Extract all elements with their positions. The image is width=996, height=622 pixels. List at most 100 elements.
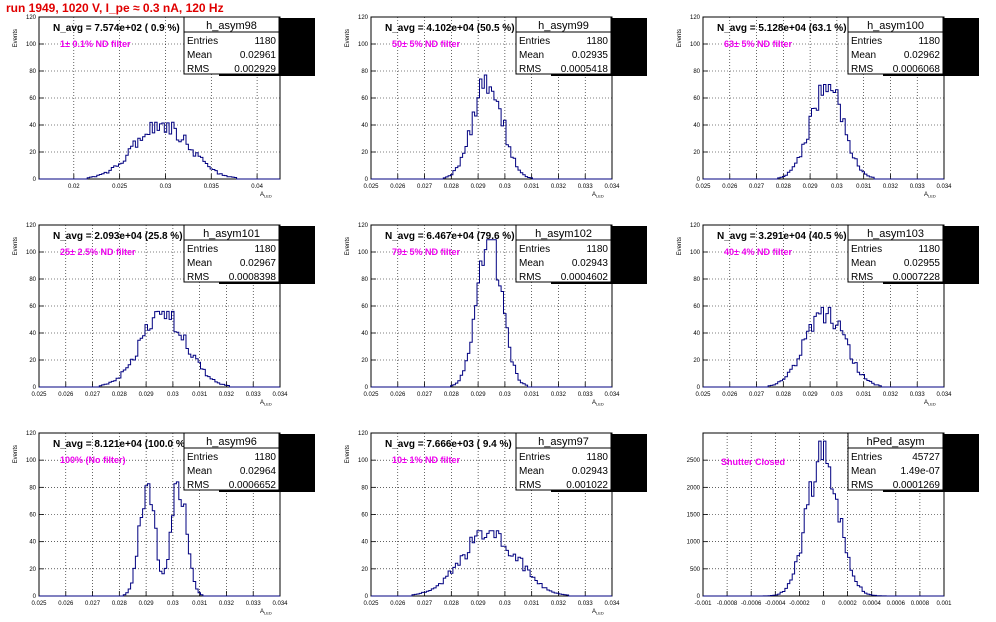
x-axis-title: ALED bbox=[592, 192, 604, 199]
x-tick-label: 0.025 bbox=[112, 184, 128, 190]
x-tick-label: 0.026 bbox=[58, 392, 74, 398]
stats-box bbox=[183, 432, 280, 491]
x-tick-label: 0.029 bbox=[139, 392, 155, 398]
x-tick-label: 0.032 bbox=[551, 184, 567, 190]
x-tick-label: 0.025 bbox=[31, 392, 47, 398]
x-tick-label: 0.033 bbox=[910, 184, 926, 190]
y-axis-title: Events bbox=[677, 29, 683, 47]
n-avg-label: N_avg = 5.128e+04 (63.1 %) bbox=[717, 23, 847, 34]
stats-title: h_asym98 bbox=[206, 20, 257, 32]
stats-label: Mean bbox=[851, 50, 876, 61]
x-tick-label: 0.0002 bbox=[838, 601, 857, 607]
stats-label: RMS bbox=[187, 64, 210, 75]
y-tick-label: 80 bbox=[29, 277, 36, 283]
x-axis-title: ALED bbox=[592, 609, 604, 616]
stats-label: RMS bbox=[187, 272, 210, 283]
y-axis-title: Events bbox=[345, 237, 351, 255]
y-tick-label: 60 bbox=[693, 304, 700, 310]
stats-value: 1180 bbox=[918, 36, 940, 47]
histogram-panel-h_asym98: 0.02 0.025 0.03 0.035 0.04 0 20 40 60 80 100 120 ALE… bbox=[13, 15, 315, 199]
stats-value: 0.02964 bbox=[240, 466, 277, 477]
filter-label: Shutter Closed bbox=[721, 457, 785, 467]
stats-label: Entries bbox=[187, 36, 218, 47]
x-tick-label: 0.03 bbox=[499, 601, 511, 607]
x-tick-label: 0.029 bbox=[139, 601, 155, 607]
x-tick-label: 0.027 bbox=[749, 184, 765, 190]
x-tick-label: 0.03 bbox=[160, 184, 172, 190]
stats-title: h_asym100 bbox=[867, 20, 924, 32]
x-tick-label: 0.025 bbox=[363, 601, 379, 607]
stats-label: Entries bbox=[851, 452, 882, 463]
x-tick-label: 0.001 bbox=[936, 601, 952, 607]
x-axis-title: ALED bbox=[592, 400, 604, 407]
histogram-panel-h_asym99: 0.025 0.026 0.027 0.028 0.029 0.03 0.031 0.032 0… bbox=[345, 15, 647, 199]
x-tick-label: 0.03 bbox=[167, 601, 179, 607]
x-tick-label: 0.032 bbox=[551, 392, 567, 398]
stats-title: h_asym97 bbox=[538, 436, 589, 448]
histogram-series bbox=[703, 306, 944, 388]
x-tick-label: 0.0004 bbox=[863, 601, 882, 607]
histogram-series bbox=[371, 530, 612, 597]
stats-value: 1180 bbox=[254, 244, 276, 255]
stats-label: Entries bbox=[519, 244, 550, 255]
stats-label: RMS bbox=[187, 480, 210, 491]
x-tick-label: 0.03 bbox=[167, 392, 179, 398]
x-tick-label: 0.032 bbox=[883, 392, 899, 398]
y-tick-label: 1000 bbox=[687, 540, 701, 546]
y-axis-title: Events bbox=[345, 29, 351, 47]
stats-box bbox=[847, 224, 944, 283]
filter-label: 10± 1% ND filter bbox=[392, 455, 460, 465]
y-tick-label: 20 bbox=[29, 358, 36, 364]
stats-label: RMS bbox=[851, 480, 874, 491]
x-tick-label: 0.0008 bbox=[911, 601, 930, 607]
stats-label: Entries bbox=[851, 36, 882, 47]
stats-label: Mean bbox=[519, 50, 544, 61]
y-tick-label: 120 bbox=[26, 223, 37, 229]
x-tick-label: 0.033 bbox=[910, 392, 926, 398]
x-tick-label: 0.032 bbox=[219, 392, 235, 398]
stats-label: Mean bbox=[519, 258, 544, 269]
y-tick-label: 20 bbox=[693, 150, 700, 156]
stats-value: 0.02962 bbox=[904, 50, 941, 61]
filter-label: 63± 5% ND filter bbox=[724, 39, 792, 49]
stats-value: 1180 bbox=[918, 244, 940, 255]
page-title: run 1949, 1020 V, I_pe ≈ 0.3 nA, 120 Hz bbox=[6, 1, 224, 15]
y-tick-label: 80 bbox=[29, 69, 36, 75]
x-tick-label: 0.03 bbox=[831, 392, 843, 398]
x-tick-label: -0.0004 bbox=[765, 601, 786, 607]
stats-label: RMS bbox=[851, 272, 874, 283]
x-tick-label: 0.032 bbox=[219, 601, 235, 607]
y-tick-label: 20 bbox=[693, 358, 700, 364]
histogram-panel-hPed_asym: -0.001 -0.0008 -0.0006 -0.0004 -0.0002 0 0.000… bbox=[687, 432, 979, 607]
stats-label: RMS bbox=[851, 64, 874, 75]
y-tick-label: 100 bbox=[358, 458, 369, 464]
x-tick-label: 0.04 bbox=[251, 184, 263, 190]
y-tick-label: 120 bbox=[358, 223, 369, 229]
stats-title: h_asym99 bbox=[538, 20, 589, 32]
x-tick-label: 0.031 bbox=[524, 601, 540, 607]
stats-label: Mean bbox=[851, 466, 876, 477]
stats-label: Entries bbox=[851, 244, 882, 255]
y-axis-title: Events bbox=[13, 29, 19, 47]
x-tick-label: 0.033 bbox=[578, 601, 594, 607]
x-tick-label: 0.03 bbox=[499, 392, 511, 398]
n-avg-label: N_avg = 6.467e+04 (79.6 %) bbox=[385, 231, 515, 242]
filter-label: 50± 5% ND filter bbox=[392, 39, 460, 49]
x-tick-label: 0.029 bbox=[803, 184, 819, 190]
x-tick-label: 0.03 bbox=[499, 184, 511, 190]
histogram-panel-h_asym101: 0.025 0.026 0.027 0.028 0.029 0.03 0.031 0.032 0… bbox=[13, 223, 315, 407]
stats-value: 0.02935 bbox=[572, 50, 609, 61]
stats-value: 1.49e-07 bbox=[901, 466, 941, 477]
n-avg-label: N_avg = 2.093e+04 (25.8 %) bbox=[53, 231, 183, 242]
y-tick-label: 0 bbox=[697, 177, 701, 183]
y-axis-title: Events bbox=[13, 237, 19, 255]
x-tick-label: 0.031 bbox=[524, 392, 540, 398]
y-tick-label: 80 bbox=[361, 277, 368, 283]
histogram-panel-h_asym96: 0.025 0.026 0.027 0.028 0.029 0.03 0.031 0.032 0… bbox=[13, 431, 315, 616]
stats-label: Mean bbox=[187, 258, 212, 269]
stats-label: Entries bbox=[519, 36, 550, 47]
y-tick-label: 80 bbox=[29, 485, 36, 491]
histogram-series bbox=[39, 310, 280, 388]
stats-label: RMS bbox=[519, 64, 542, 75]
y-tick-label: 100 bbox=[690, 250, 701, 256]
